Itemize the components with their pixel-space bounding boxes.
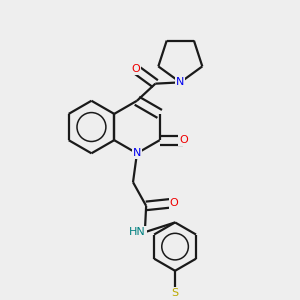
Text: HN: HN bbox=[129, 227, 146, 237]
Text: O: O bbox=[131, 64, 140, 74]
Text: O: O bbox=[169, 198, 178, 208]
Text: S: S bbox=[172, 288, 178, 298]
Text: O: O bbox=[179, 135, 188, 145]
Text: N: N bbox=[176, 77, 184, 87]
Text: N: N bbox=[133, 148, 141, 158]
